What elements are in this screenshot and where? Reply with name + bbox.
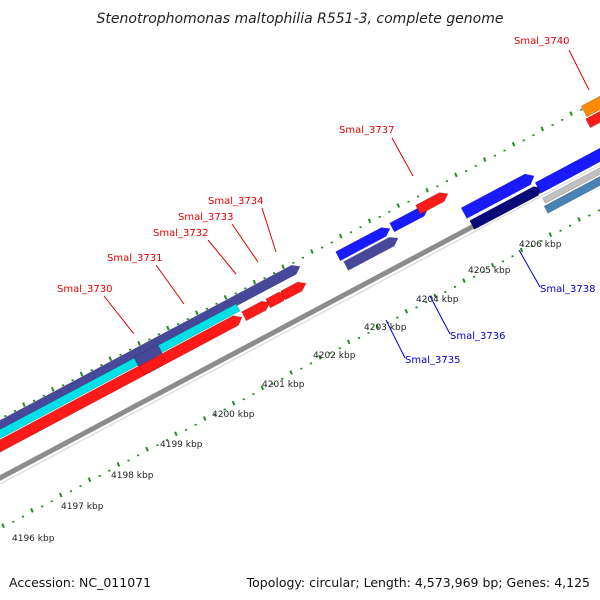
major-tick <box>174 431 178 437</box>
gene-feature-steel <box>543 176 600 214</box>
major-tick <box>50 386 55 392</box>
gene-label-smal-3732: Smal_3732 <box>153 228 208 239</box>
major-tick <box>58 492 63 498</box>
gene-label-smal-3738: Smal_3738 <box>540 284 595 295</box>
major-tick <box>22 402 26 407</box>
gene-feature-blue-3 <box>460 173 535 219</box>
scale-tick-label: 4196 kbp <box>12 534 55 544</box>
scale-tick-label: 4198 kbp <box>111 471 154 481</box>
leader-line-smal-3736 <box>429 295 451 335</box>
major-tick <box>318 354 322 360</box>
major-tick <box>289 370 293 375</box>
major-tick <box>375 324 380 329</box>
major-tick <box>396 203 401 208</box>
gene-feature-silver <box>542 167 600 204</box>
leader-line-smal-3730 <box>103 295 135 335</box>
major-tick <box>223 295 228 300</box>
gene-feature-red-small-1 <box>139 356 166 376</box>
major-tick <box>116 462 121 467</box>
major-tick <box>30 507 34 513</box>
scale-tick-label: 4201 kbp <box>262 380 305 390</box>
major-tick <box>540 126 545 132</box>
major-tick <box>231 400 236 406</box>
accession-text: Accession: NC_011071 <box>9 575 151 590</box>
scale-tick-label: 4205 kbp <box>468 266 511 276</box>
scale-tick-label: 4199 kbp <box>160 440 203 450</box>
gene-label-smal-3731: Smal_3731 <box>107 253 162 264</box>
major-tick <box>202 416 207 421</box>
gene-label-smal-3740: Smal_3740 <box>514 36 569 47</box>
major-tick <box>79 371 84 377</box>
gene-feature-red-long <box>0 315 243 453</box>
genome-summary-text: Topology: circular; Length: 4,573,969 bp… <box>246 575 590 590</box>
leader-line-smal-3734 <box>261 207 277 253</box>
gene-label-smal-3735: Smal_3735 <box>405 355 460 366</box>
gene-feature-slate-lower <box>343 236 399 271</box>
major-tick <box>252 279 257 285</box>
major-tick <box>137 340 141 346</box>
gene-label-smal-3733: Smal_3733 <box>178 212 233 223</box>
gene-feature-blue-1 <box>335 227 391 262</box>
map-title: Stenotrophomonas maltophilia R551-3, com… <box>97 11 504 27</box>
major-tick <box>1 523 5 529</box>
gene-features <box>0 95 600 453</box>
major-tick <box>511 141 516 147</box>
scale-tick-label: 4197 kbp <box>61 502 104 512</box>
major-tick <box>548 232 553 238</box>
major-tick <box>346 339 351 345</box>
major-tick <box>260 385 265 391</box>
inner-tick-ring <box>1 209 600 529</box>
leader-line-smal-3731 <box>155 264 185 305</box>
major-tick <box>490 262 495 268</box>
major-tick <box>519 247 524 253</box>
gene-feature-red-small-2 <box>241 300 271 322</box>
scale-tick-label: 4200 kbp <box>212 410 255 420</box>
gene-feature-blue-4 <box>534 147 600 194</box>
major-tick <box>425 187 429 193</box>
major-tick <box>310 249 314 254</box>
leader-line-smal-3738 <box>518 249 541 288</box>
major-tick <box>367 218 372 224</box>
leader-line-smal-3735 <box>385 319 406 359</box>
outer-tick-ring <box>4 103 593 418</box>
scale-tick-label: 4202 kbp <box>313 351 356 361</box>
major-tick <box>433 293 437 299</box>
gene-label-smal-3736: Smal_3736 <box>450 331 505 342</box>
major-tick <box>338 233 343 239</box>
gene-feature-slate-block <box>133 344 163 367</box>
leader-line-smal-3737 <box>391 137 414 177</box>
leader-line-smal-3732 <box>207 239 237 275</box>
major-tick <box>166 325 170 331</box>
gene-feature-orange <box>580 95 600 118</box>
gene-feature-red-small-4 <box>280 281 307 301</box>
leader-line-smal-3740 <box>568 49 590 91</box>
major-tick <box>482 157 487 162</box>
backbone-line-lower <box>0 164 600 485</box>
gene-labels: Smal_3730 Smal_3731 Smal_3732 Smal_3733 Smal… <box>57 36 595 366</box>
scale-tick-label: 4204 kbp <box>416 295 459 305</box>
major-tick <box>462 278 466 284</box>
gene-feature-red-isolated <box>415 192 449 215</box>
scale-tick-labels: 4196 kbp 4197 kbp 4198 kbp 4199 kbp 4200 kbp… <box>12 240 562 544</box>
gene-label-smal-3737: Smal_3737 <box>339 125 394 136</box>
gene-label-smal-3734: Smal_3734 <box>208 196 263 207</box>
major-tick <box>404 308 409 314</box>
major-tick <box>108 356 113 362</box>
gene-feature-blue-2 <box>389 206 429 233</box>
gene-label-smal-3730: Smal_3730 <box>57 284 112 295</box>
major-tick <box>194 310 199 316</box>
major-tick <box>87 477 92 483</box>
major-tick <box>577 216 581 222</box>
major-tick <box>569 111 573 116</box>
scale-tick-label: 4203 kbp <box>364 323 407 333</box>
scale-tick-label: 4206 kbp <box>519 240 562 250</box>
major-tick <box>281 264 285 270</box>
major-tick <box>454 172 458 178</box>
leader-line-smal-3733 <box>231 223 259 263</box>
gene-feature-red-edge <box>585 110 600 129</box>
major-tick <box>145 446 149 452</box>
